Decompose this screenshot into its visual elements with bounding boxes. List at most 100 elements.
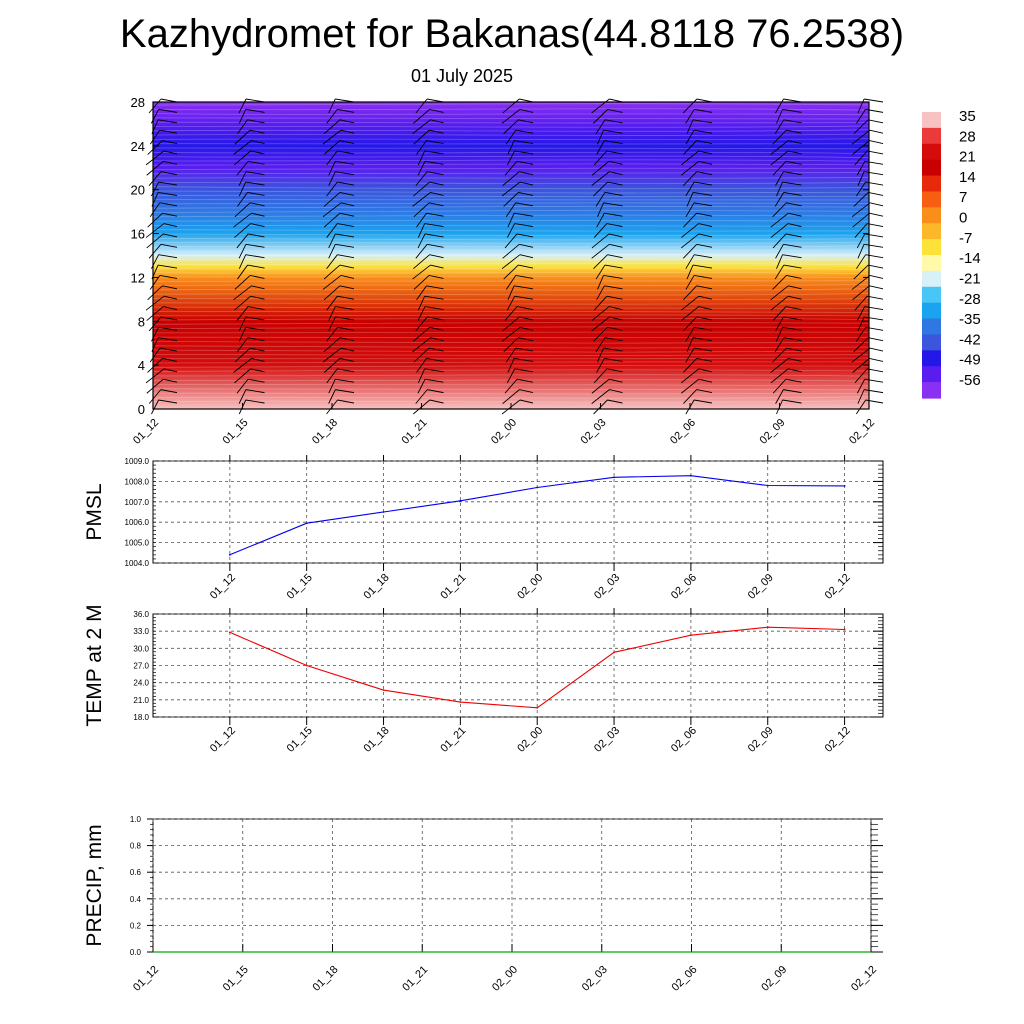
wind-barb	[856, 160, 884, 176]
contour-line	[152, 392, 870, 395]
wind-barb	[774, 264, 802, 280]
wind-barb	[770, 150, 802, 166]
colorbar-swatch	[922, 255, 941, 272]
wind-barb	[505, 275, 534, 290]
wind-barb	[148, 389, 178, 404]
wind-barb	[233, 140, 265, 155]
colorbar-label: 0	[959, 210, 967, 227]
wind-barb	[328, 243, 355, 259]
wind-barb	[504, 378, 534, 394]
wind-barb	[681, 306, 713, 321]
wind-barb	[857, 171, 884, 186]
x-tick-label: 01_21	[438, 572, 468, 602]
wind-barb	[683, 358, 713, 373]
wind-barb	[233, 212, 265, 228]
wind-barb	[505, 347, 534, 363]
wind-barb	[413, 347, 444, 363]
wind-barb	[593, 181, 623, 197]
colorbar-swatch	[922, 334, 941, 351]
wind-barb	[775, 243, 802, 259]
wind-barb	[854, 150, 884, 166]
contour-line	[152, 214, 870, 218]
x-tick-label: 02_03	[592, 572, 622, 602]
x-tick-label: 02_00	[515, 572, 545, 602]
wind-barb	[322, 275, 355, 290]
contour-line	[152, 182, 870, 185]
wind-barb	[680, 160, 713, 176]
wind-barb	[413, 254, 444, 270]
wind-barb	[323, 212, 355, 228]
pmsl-point	[613, 476, 615, 479]
y-tick-label: 30.0	[133, 644, 149, 653]
contour-line	[152, 379, 870, 382]
wind-barb	[591, 316, 623, 332]
temp-2m-panel: 18.0 21.0 24.0 27.0 30.0 33.0 36.0 01_12 01_15 01…	[83, 604, 884, 755]
wind-barb	[236, 378, 265, 394]
wind-barb	[413, 108, 444, 124]
colorbar-label: 7	[959, 189, 967, 206]
contour-line	[152, 129, 870, 132]
wind-barb	[851, 347, 884, 363]
wind-barb	[596, 140, 623, 155]
wind-barb	[233, 285, 265, 301]
x-tick-label: 01_15	[285, 572, 315, 602]
wind-barb	[591, 171, 623, 187]
wind-barb	[772, 160, 802, 176]
colorbar-swatch	[922, 270, 941, 288]
wind-barb	[852, 358, 884, 373]
wind-barb	[770, 223, 802, 238]
colorbar-swatch	[922, 382, 941, 399]
x-tick-label: 01_21	[400, 417, 430, 447]
wind-barb	[772, 378, 802, 394]
wind-barb	[148, 316, 178, 332]
wind-barb	[328, 378, 355, 394]
contour-line	[152, 245, 870, 248]
x-tick-label: 01_12	[208, 572, 238, 602]
x-tick-label: 02_03	[592, 725, 622, 755]
wind-barb	[233, 358, 265, 373]
x-tick-label: 02_03	[580, 964, 610, 994]
wind-barb	[857, 243, 884, 259]
wind-barb	[323, 337, 355, 353]
colorbar-swatch	[922, 127, 941, 145]
contour-line	[152, 288, 870, 291]
x-tick-label: 02_00	[490, 964, 520, 994]
pmsl-point	[536, 486, 539, 489]
wind-barb	[413, 275, 444, 290]
colorbar-swatch	[922, 239, 941, 256]
contour-line	[152, 113, 870, 116]
wind-barb	[415, 389, 444, 404]
wind-barb	[770, 285, 802, 301]
wind-barb	[146, 306, 178, 321]
wind-barb	[857, 389, 884, 404]
wind-barb	[856, 378, 884, 394]
wind-barb	[775, 389, 802, 404]
wind-barb	[412, 191, 444, 207]
contour-line	[152, 121, 870, 124]
x-tick-label: 01_21	[438, 725, 468, 755]
wind-barb	[681, 223, 713, 238]
wind-barb	[772, 347, 802, 363]
wind-barb	[772, 275, 802, 290]
pmsl-point	[843, 484, 846, 487]
wind-barb	[776, 108, 802, 124]
contour-line	[152, 357, 870, 360]
x-tick-label: 01_12	[208, 725, 238, 755]
wind-barb	[326, 223, 355, 238]
y-tick-label: 0	[138, 402, 145, 417]
colorbar-swatch	[922, 159, 941, 177]
wind-barb	[502, 389, 534, 404]
x-tick-label: 02_06	[668, 417, 698, 447]
y-tick-label: 0.0	[130, 948, 142, 957]
wind-barb	[234, 202, 265, 218]
temp-2m-point	[613, 651, 615, 654]
wind-barb	[507, 140, 534, 155]
wind-barb	[413, 202, 444, 218]
wind-barb	[416, 358, 444, 373]
contour-line	[152, 400, 870, 403]
colorbar-label: 21	[959, 149, 976, 166]
contour-line	[152, 284, 870, 286]
colorbar-swatch	[922, 366, 941, 383]
wind-barb	[506, 368, 534, 384]
colorbar-label: -28	[959, 291, 981, 308]
